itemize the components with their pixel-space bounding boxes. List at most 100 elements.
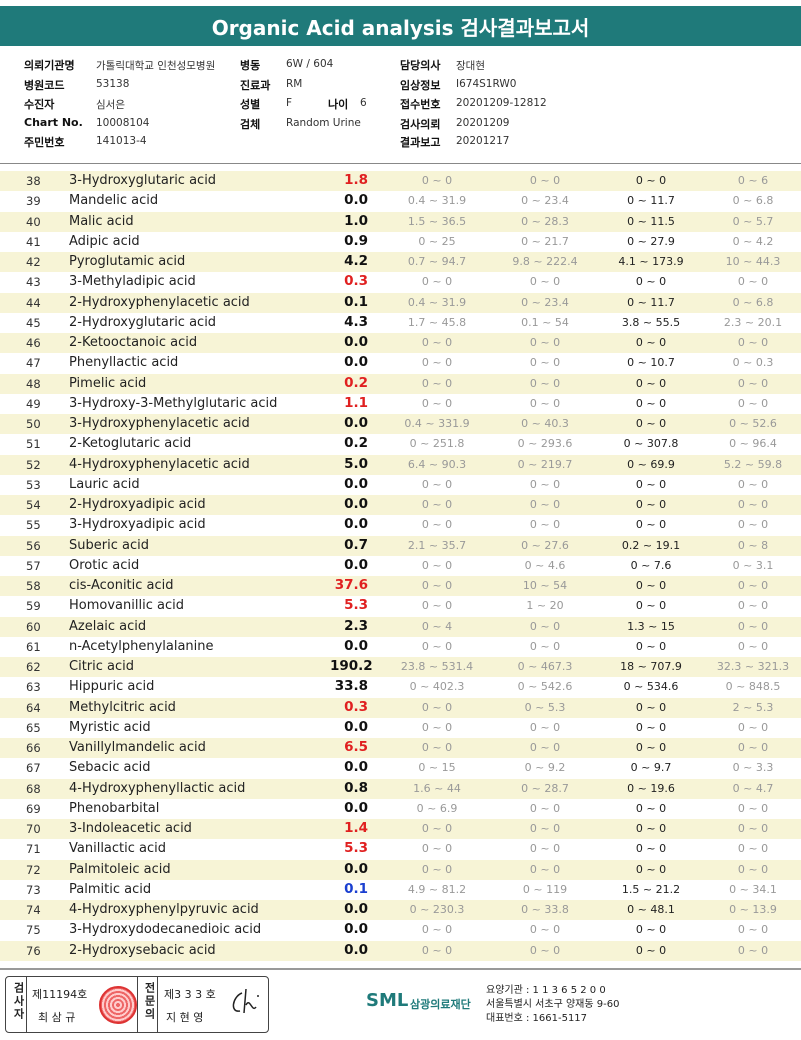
analyte-name: Phenyllactic acid bbox=[69, 355, 179, 371]
result-value: 0.0 bbox=[344, 901, 368, 917]
reference-range-4: 10 ~ 44.3 bbox=[725, 255, 781, 268]
reference-range-3: 0 ~ 0 bbox=[635, 275, 667, 289]
row-number: 65 bbox=[26, 720, 41, 735]
row-number: 49 bbox=[26, 396, 41, 411]
organization-name: 삼광의료재단 bbox=[410, 998, 471, 1011]
reference-range-2: 0 ~ 0 bbox=[529, 842, 561, 856]
reference-range-1: 0.4 ~ 31.9 bbox=[407, 194, 467, 208]
reference-range-4: 0 ~ 0 bbox=[737, 275, 769, 289]
analyte-name: 3-Hydroxyphenylacetic acid bbox=[69, 416, 250, 431]
footer-info-line: 서울특별시 서초구 양재동 9-60 bbox=[486, 999, 620, 1010]
footer-info-line: 요양기관 : 1 1 3 6 5 2 0 0 bbox=[486, 985, 606, 996]
row-number: 68 bbox=[26, 781, 41, 796]
result-value: 37.6 bbox=[334, 577, 368, 593]
specimen-value: Random Urine bbox=[286, 117, 361, 129]
analyte-name: 2-Hydroxysebacic acid bbox=[69, 942, 216, 958]
reference-range-1: 0 ~ 0 bbox=[421, 741, 453, 754]
reference-range-2: 0 ~ 293.6 bbox=[517, 437, 573, 451]
result-value: 0.2 bbox=[344, 374, 368, 391]
row-number: 40 bbox=[26, 214, 41, 229]
reference-range-2: 0 ~ 0 bbox=[529, 923, 561, 937]
reference-range-2: 0 ~ 23.4 bbox=[521, 194, 569, 208]
table-row: 71 Vanillactic acid 5.3 0 ~ 0 0 ~ 0 0 ~ 0 0 ~ … bbox=[0, 839, 801, 859]
institution-label: 의뢰기관명 bbox=[24, 59, 75, 72]
reference-range-2: 0.1 ~ 54 bbox=[521, 315, 569, 329]
reference-range-1: 0 ~ 15 bbox=[418, 761, 456, 775]
reference-range-3: 0 ~ 0 bbox=[635, 599, 667, 613]
reference-range-3: 0 ~ 0 bbox=[635, 923, 667, 937]
reference-range-1: 1.7 ~ 45.8 bbox=[407, 315, 467, 329]
reference-range-3: 0 ~ 11.7 bbox=[627, 295, 675, 309]
row-number: 51 bbox=[26, 437, 41, 452]
table-row: 56 Suberic acid 0.7 2.1 ~ 35.7 0 ~ 27.6 0.2 ~… bbox=[0, 535, 801, 556]
analyte-name: Citric acid bbox=[69, 659, 134, 674]
analyte-name: Mandelic acid bbox=[69, 193, 159, 209]
row-number: 46 bbox=[26, 336, 41, 350]
footer-info-line: 대표번호 : 1661-5117 bbox=[486, 1013, 588, 1024]
reference-range-2: 0 ~ 219.7 bbox=[517, 457, 573, 471]
table-row: 64 Methylcitric acid 0.3 0 ~ 0 0 ~ 5.3 0 ~ 0 2… bbox=[0, 697, 801, 718]
reference-range-2: 0 ~ 0 bbox=[529, 619, 561, 633]
reference-range-4: 0 ~ 0 bbox=[737, 822, 769, 835]
reference-range-1: 0 ~ 251.8 bbox=[409, 437, 465, 451]
result-value: 0.2 bbox=[344, 435, 368, 452]
row-number: 66 bbox=[26, 741, 41, 755]
reference-range-3: 0 ~ 27.9 bbox=[627, 234, 675, 248]
row-number: 55 bbox=[26, 518, 41, 533]
table-row: 61 n-Acetylphenylalanine 0.0 0 ~ 0 0 ~ 0 0 ~ … bbox=[0, 637, 801, 657]
reference-range-4: 0 ~ 0 bbox=[737, 720, 769, 734]
reference-range-1: 0 ~ 402.3 bbox=[409, 680, 465, 694]
analyte-name: n-Acetylphenylalanine bbox=[69, 638, 214, 654]
result-value: 5.3 bbox=[344, 840, 368, 857]
result-value: 0.0 bbox=[344, 496, 368, 512]
reference-range-1: 0.4 ~ 31.9 bbox=[407, 295, 467, 309]
row-number: 73 bbox=[26, 882, 41, 897]
table-row: 74 4-Hydroxyphenylpyruvic acid 0.0 0 ~ 230.… bbox=[0, 900, 801, 921]
analyte-name: cis-Aconitic acid bbox=[69, 578, 174, 593]
result-value: 2.3 bbox=[344, 617, 368, 634]
reference-range-4: 0 ~ 3.3 bbox=[732, 761, 774, 775]
result-value: 0.0 bbox=[344, 334, 368, 350]
reference-range-2: 0 ~ 23.4 bbox=[521, 295, 569, 309]
table-row: 59 Homovanillic acid 5.3 0 ~ 0 1 ~ 20 0 ~ 0 0 … bbox=[0, 596, 801, 616]
table-row: 49 3-Hydroxy-3-Methylglutaric acid 1.1 0 ~ … bbox=[0, 394, 801, 414]
analyte-name: 2-Hydroxyadipic acid bbox=[69, 497, 206, 512]
reference-range-3: 0 ~ 0 bbox=[635, 741, 667, 754]
reference-range-3: 0 ~ 0 bbox=[635, 498, 667, 511]
reference-range-4: 0 ~ 8 bbox=[737, 538, 769, 552]
reference-range-3: 0 ~ 69.9 bbox=[627, 457, 675, 471]
reference-range-4: 0 ~ 0 bbox=[737, 396, 769, 410]
hospcode-label: 병원코드 bbox=[24, 79, 65, 92]
reference-range-2: 0 ~ 0 bbox=[529, 356, 561, 370]
reference-range-4: 0 ~ 0 bbox=[737, 801, 769, 815]
row-number: 56 bbox=[26, 538, 41, 553]
reference-range-2: 0 ~ 542.6 bbox=[517, 680, 573, 694]
reference-range-1: 0 ~ 0 bbox=[421, 518, 453, 532]
sex-value: F bbox=[286, 97, 293, 109]
chart-label: Chart No. bbox=[24, 116, 83, 129]
row-number: 69 bbox=[26, 801, 41, 816]
dept-label: 진료과 bbox=[240, 79, 271, 92]
analyte-name: Suberic acid bbox=[69, 537, 149, 553]
table-row: 38 3-Hydroxyglutaric acid 1.8 0 ~ 0 0 ~ 0 0 ~… bbox=[0, 171, 801, 192]
table-row: 42 Pyroglutamic acid 4.2 0.7 ~ 94.7 9.8 ~ 22… bbox=[0, 252, 801, 273]
analyte-name: Palmitoleic acid bbox=[69, 861, 171, 877]
reference-range-1: 0 ~ 0 bbox=[421, 822, 453, 835]
report-label: 결과보고 bbox=[400, 136, 441, 149]
row-number: 62 bbox=[26, 660, 41, 674]
specimen-label: 검체 bbox=[240, 118, 261, 131]
reference-range-2: 0 ~ 0 bbox=[529, 639, 561, 653]
table-row: 72 Palmitoleic acid 0.0 0 ~ 0 0 ~ 0 0 ~ 0 0 ~ … bbox=[0, 859, 801, 880]
analyte-name: Adipic acid bbox=[69, 233, 140, 249]
analyte-name: Hippuric acid bbox=[69, 679, 155, 695]
reference-range-1: 0 ~ 0 bbox=[421, 356, 453, 370]
analyte-name: Vanillylmandelic acid bbox=[69, 740, 206, 755]
reference-range-4: 0 ~ 6.8 bbox=[732, 194, 774, 208]
table-row: 44 2-Hydroxyphenylacetic acid 0.1 0.4 ~ 31.… bbox=[0, 292, 801, 313]
chart-value: 10008104 bbox=[96, 117, 150, 129]
reference-range-4: 0 ~ 52.6 bbox=[729, 417, 777, 430]
table-row: 69 Phenobarbital 0.0 0 ~ 6.9 0 ~ 0 0 ~ 0 0 ~ 0 bbox=[0, 799, 801, 819]
reference-range-4: 0 ~ 0 bbox=[737, 498, 769, 511]
row-number: 38 bbox=[26, 174, 41, 188]
result-value: 1.8 bbox=[344, 172, 368, 188]
